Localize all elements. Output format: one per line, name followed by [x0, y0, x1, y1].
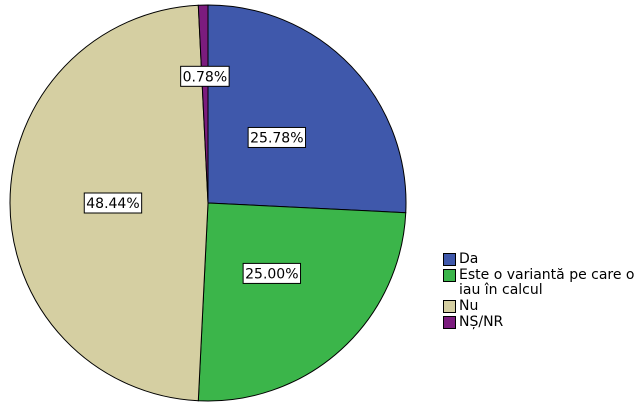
pie-slice: [197, 202, 407, 402]
legend-item: Este o variantă pe care o iau în calcul: [443, 268, 635, 298]
value-label: 25.78%: [250, 130, 303, 146]
legend-label: Da: [459, 251, 479, 267]
data-label: 48.44%: [83, 192, 143, 214]
legend-item: NȘ/NR: [443, 315, 635, 330]
legend-label: NȘ/NR: [459, 314, 504, 330]
legend-item: Nu: [443, 299, 635, 314]
legend-swatch: [443, 300, 456, 313]
label-box: [180, 65, 230, 87]
value-label: 48.44%: [86, 196, 139, 212]
legend-label: Nu: [459, 298, 479, 314]
legend: Da Este o variantă pe care o iau în calcu…: [443, 252, 635, 331]
pie-chart: 25.78% 25.00% 48.44% 0.78%: [9, 4, 407, 402]
value-label: 0.78%: [183, 69, 227, 85]
label-box: [242, 262, 302, 284]
data-label: 25.00%: [242, 262, 302, 284]
pie-slice: [207, 4, 407, 214]
legend-swatch: [443, 253, 456, 266]
label-box: [247, 126, 307, 148]
value-label: 25.00%: [245, 266, 298, 282]
legend-label: Este o variantă pe care o iau în calcul: [459, 267, 635, 298]
legend-swatch: [443, 316, 456, 329]
pie-slice: [197, 4, 209, 204]
legend-swatch: [443, 269, 456, 282]
label-box: [83, 192, 143, 214]
legend-item: Da: [443, 252, 635, 267]
data-label: 25.78%: [247, 126, 307, 148]
data-label: 0.78%: [180, 65, 230, 87]
